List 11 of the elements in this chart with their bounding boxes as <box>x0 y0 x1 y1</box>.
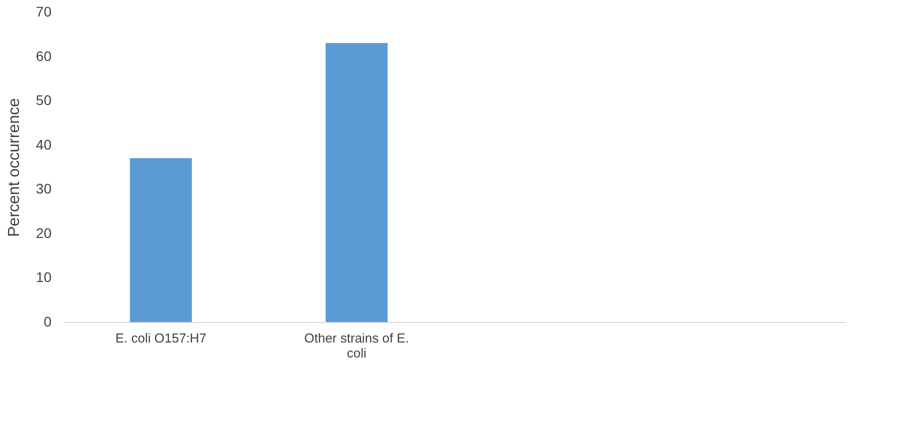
x-tick-label: Other strains of E. coli <box>304 330 410 360</box>
y-tick-label: 50 <box>36 92 52 108</box>
y-tick-label: 30 <box>36 180 52 197</box>
y-tick-label: 40 <box>36 136 52 152</box>
y-tick-label: 20 <box>36 224 52 241</box>
y-tick-label: 10 <box>36 269 52 286</box>
x-tick-label: E. coli O157:H7 <box>115 330 206 346</box>
y-tick-label: 60 <box>36 48 52 64</box>
y-tick-label: 70 <box>36 4 52 20</box>
y-axis-title: Percent occurrence <box>6 98 23 237</box>
y-tick-label: 0 <box>44 314 52 330</box>
